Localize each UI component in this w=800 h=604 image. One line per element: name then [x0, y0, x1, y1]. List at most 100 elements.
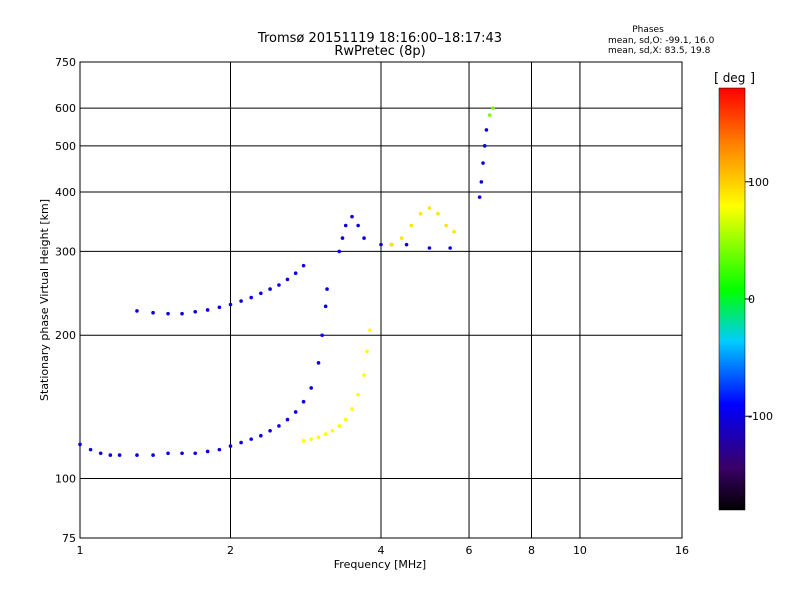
colorbar-tick-label: -100 [748, 410, 773, 423]
data-point [135, 309, 139, 313]
x-tick-label: 1 [77, 544, 84, 557]
data-point [293, 410, 298, 414]
data-point [309, 386, 313, 390]
data-point [166, 451, 170, 456]
data-point [379, 242, 383, 247]
chart-title-line1: Tromsø 20151119 18:16:00–18:17:43 [257, 31, 502, 46]
data-point [399, 236, 404, 240]
data-point [151, 310, 155, 315]
data-point [88, 447, 93, 452]
grid-lines [80, 62, 682, 538]
colorbar-ticks: 100 0 -100 [745, 176, 773, 423]
data-point [350, 214, 354, 219]
data-point [427, 206, 432, 210]
y-tick-label: 75 [62, 532, 76, 545]
data-point [259, 433, 263, 438]
data-point [427, 246, 432, 250]
data-point [217, 447, 222, 452]
data-point [309, 437, 313, 441]
colorbar-tick-label: 100 [748, 176, 769, 189]
data-point [487, 113, 492, 117]
y-axis-label: Stationary phase Virtual Height [km] [38, 199, 51, 401]
data-point [277, 283, 281, 287]
data-point [362, 236, 366, 240]
x-tick-label: 10 [573, 544, 587, 557]
data-point [484, 128, 489, 132]
data-point [343, 223, 348, 228]
data-point [436, 211, 440, 216]
data-point [330, 428, 335, 433]
colorbar-tick-label: 0 [748, 293, 755, 306]
data-point [205, 308, 210, 312]
data-point [301, 263, 306, 268]
data-point [444, 223, 448, 228]
data-point [365, 349, 369, 354]
phase-stats-heading: Phases [632, 25, 664, 35]
data-point [337, 249, 342, 254]
x-tick-label: 2 [227, 544, 234, 557]
y-tick-label: 300 [55, 245, 76, 258]
y-axis-ticks: 75 100 200 300 400 500 600 750 [55, 56, 76, 545]
data-point [259, 291, 263, 296]
data-point [193, 310, 198, 314]
data-point [228, 444, 233, 448]
x-tick-label: 16 [675, 544, 689, 557]
data-point [180, 311, 184, 316]
data-point [482, 144, 487, 148]
data-point [217, 305, 222, 310]
x-tick-label: 6 [466, 544, 473, 557]
data-point [228, 302, 233, 307]
x-axis-label: Frequency [MHz] [334, 558, 426, 571]
data-point [479, 180, 484, 184]
data-point [277, 424, 281, 428]
x-axis-ticks: 1 2 4 6 8 10 16 [77, 544, 690, 557]
colorbar-label-bracket-left: [ [714, 71, 719, 86]
data-point [249, 295, 253, 300]
y-tick-label: 600 [55, 102, 76, 115]
data-point [491, 106, 495, 110]
data-point [350, 407, 354, 411]
data-point [98, 451, 103, 456]
data-point [418, 211, 423, 216]
data-point [293, 271, 298, 276]
data-point [389, 242, 394, 247]
data-point [452, 229, 456, 234]
data-point [320, 333, 324, 338]
data-point [404, 242, 409, 247]
phase-stats-o: mean, sd,O: -99.1, 16.0 [608, 36, 715, 46]
data-point [268, 428, 272, 433]
data-point [409, 223, 414, 228]
colorbar-label: deg [723, 71, 746, 85]
data-point [205, 449, 210, 454]
y-tick-label: 750 [55, 56, 76, 69]
data-point [180, 451, 184, 456]
data-point [368, 328, 372, 332]
data-point [477, 195, 482, 199]
data-point [337, 424, 342, 428]
data-points [78, 106, 495, 457]
data-point [323, 304, 328, 309]
y-tick-label: 200 [55, 329, 76, 342]
data-point [239, 440, 243, 445]
data-point [356, 223, 360, 228]
data-point [356, 392, 360, 397]
data-point [135, 453, 139, 457]
y-tick-label: 400 [55, 186, 76, 199]
data-point [448, 246, 452, 250]
chart-title-line2: RwPretec (8p) [334, 44, 425, 59]
colorbar [718, 87, 746, 511]
data-point [239, 299, 243, 303]
data-point [285, 417, 290, 422]
y-tick-label: 500 [55, 140, 76, 153]
data-point [117, 453, 122, 457]
data-point [343, 417, 348, 422]
phase-stats-x: mean, sd,X: 83.5, 19.8 [608, 46, 711, 56]
data-point [151, 453, 155, 457]
data-point [316, 361, 321, 365]
data-point [166, 311, 170, 316]
data-point [249, 437, 253, 441]
data-point [268, 287, 272, 291]
colorbar-label-bracket-right: ] [750, 71, 755, 86]
x-tick-label: 4 [378, 544, 385, 557]
data-point [78, 442, 82, 447]
